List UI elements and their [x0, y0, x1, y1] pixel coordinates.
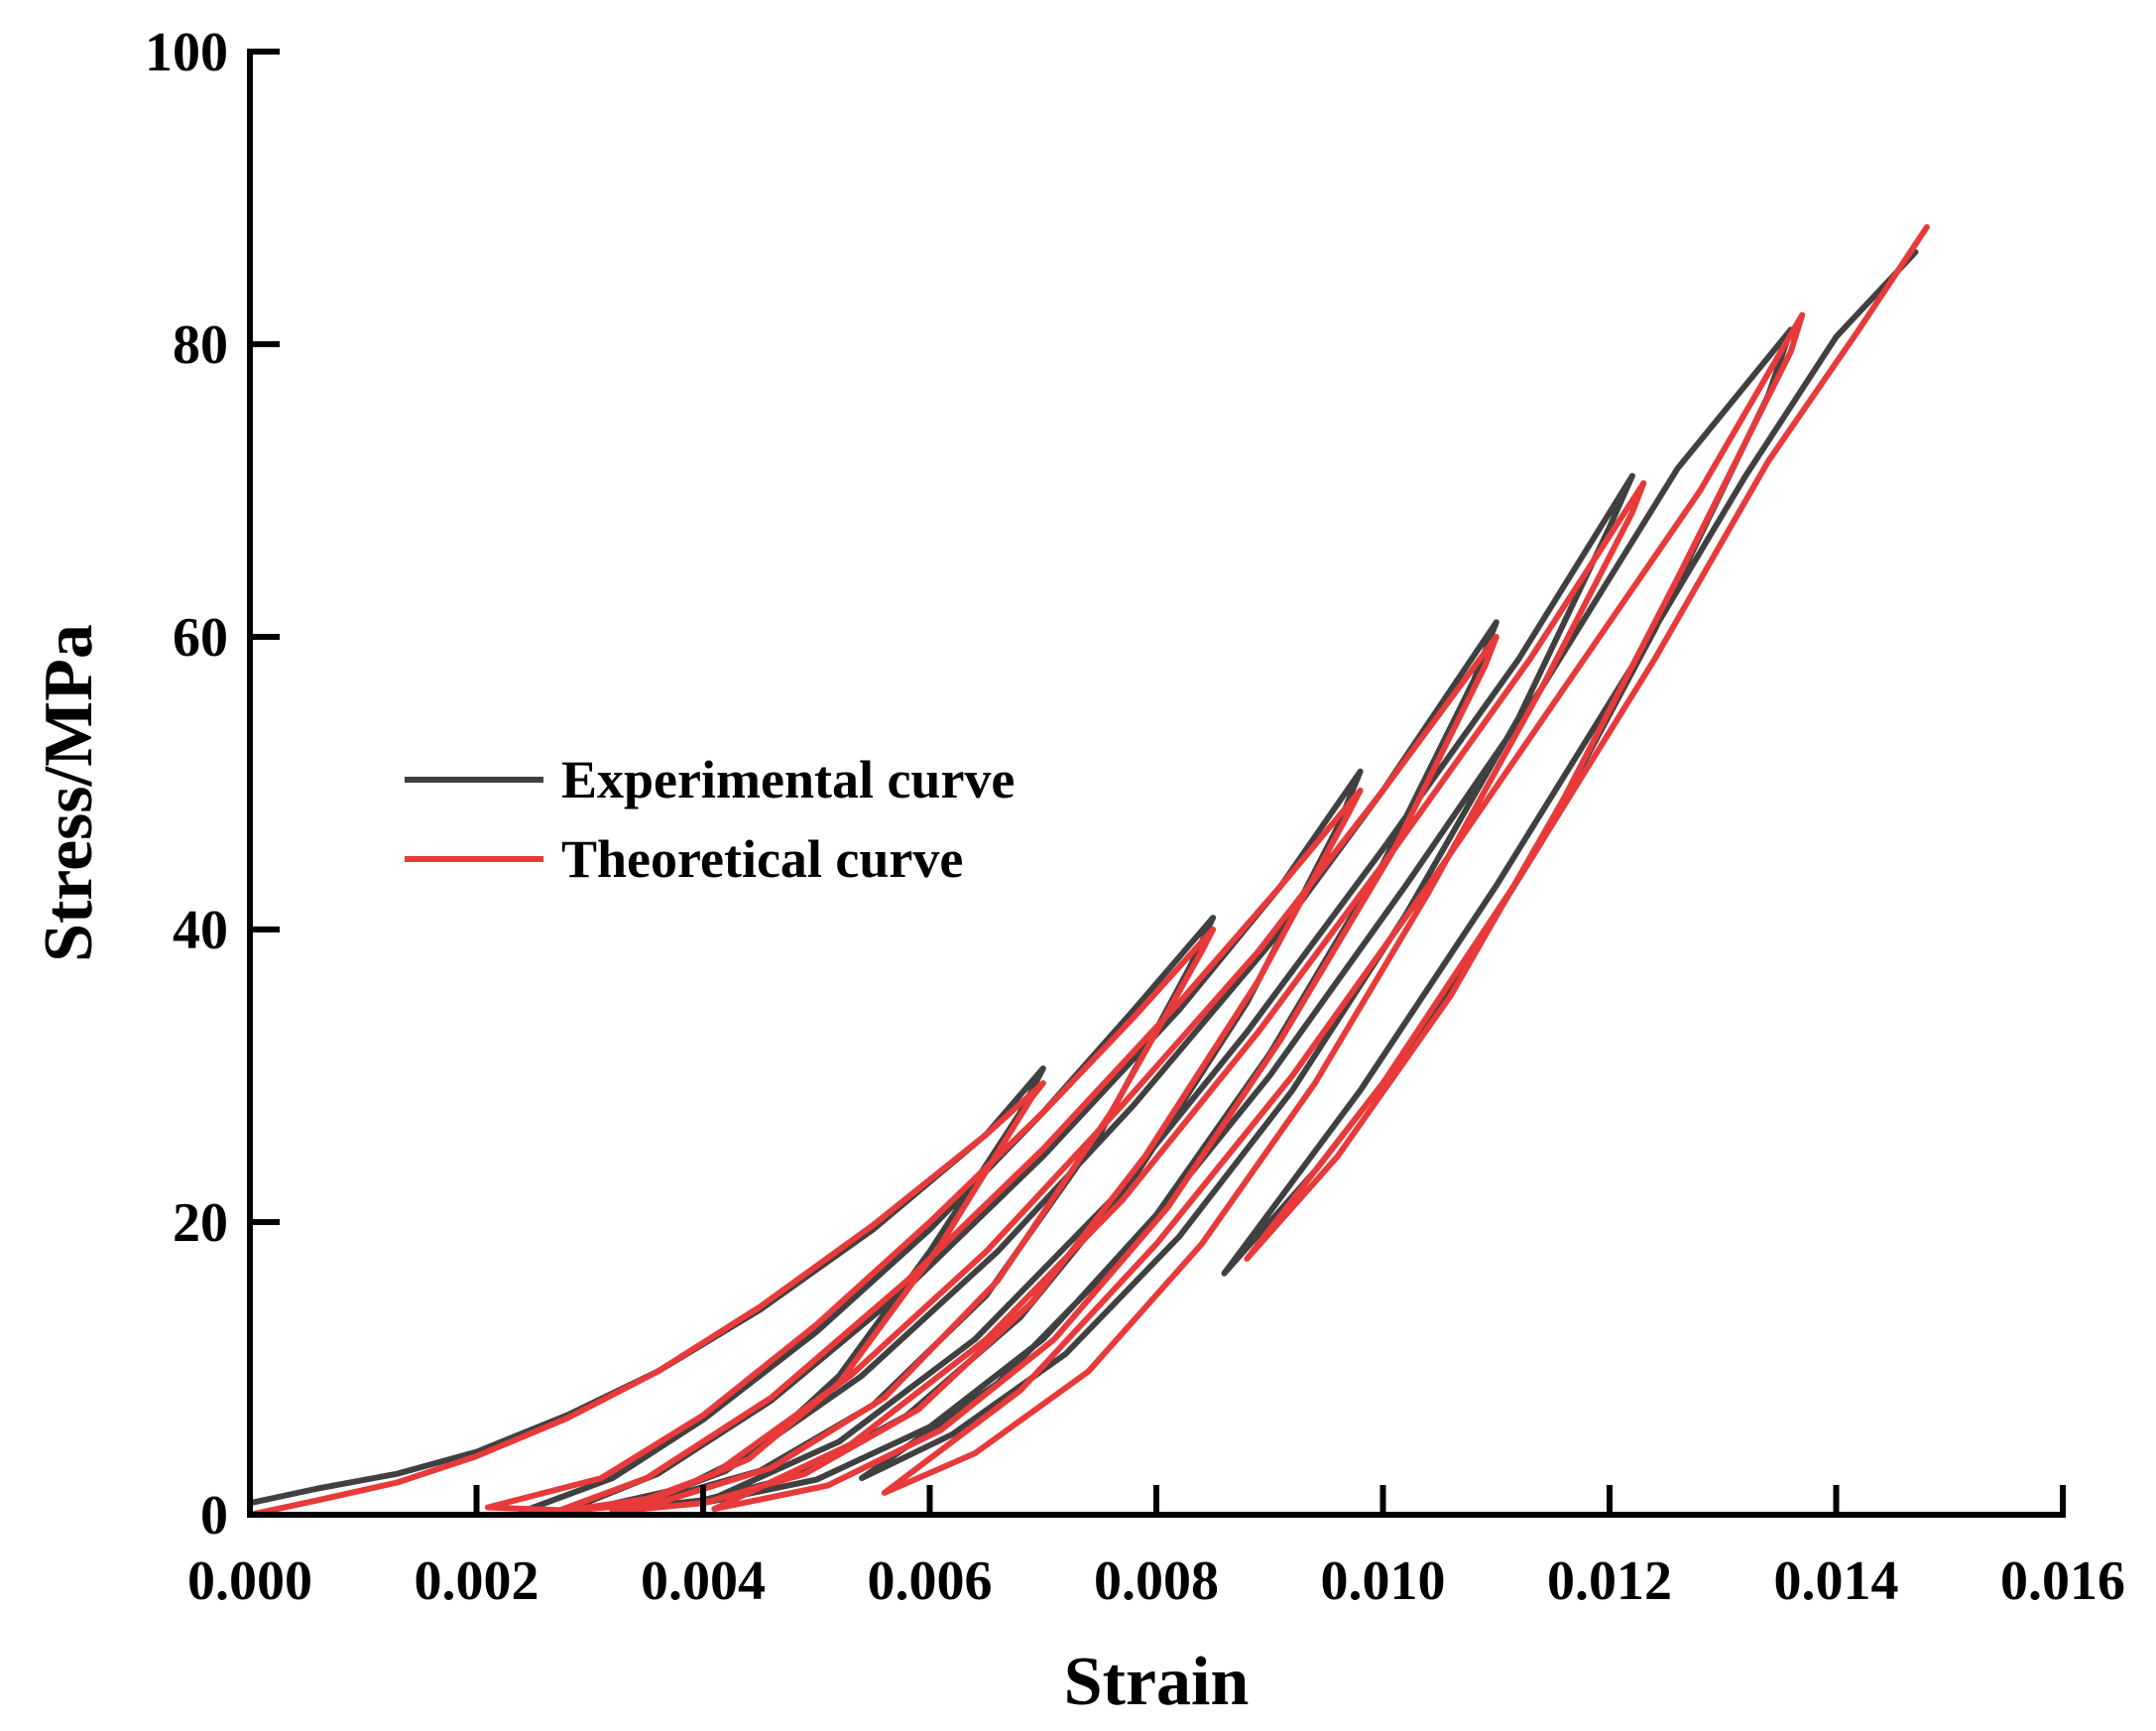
legend-label-theoretical: Theoretical curve — [561, 829, 963, 889]
x-axis-ticks: 0.000 0.002 0.004 0.006 0.008 0.010 0.012 0.014… — [187, 1485, 2125, 1612]
y-tick-label: 80 — [173, 314, 228, 376]
y-tick-label: 60 — [173, 607, 228, 669]
x-tick-label: 0.008 — [1094, 1550, 1219, 1612]
x-tick-label: 0.002 — [415, 1550, 539, 1612]
plot-series — [247, 224, 1930, 1518]
y-tick-label: 40 — [173, 900, 228, 961]
x-tick-label: 0.006 — [868, 1550, 993, 1612]
series-line-theoretical — [247, 224, 1930, 1518]
x-tick-label: 0.012 — [1547, 1550, 1672, 1612]
axes: 0.000 0.002 0.004 0.006 0.008 0.010 0.012 0.014… — [145, 22, 2125, 1612]
x-tick-label: 0.004 — [641, 1550, 766, 1612]
x-tick-label: 0.000 — [187, 1550, 312, 1612]
x-tick-label: 0.016 — [2000, 1550, 2125, 1612]
y-axis-title: Stress/MPa — [31, 624, 107, 962]
legend: Experimental curve Theoretical curve — [405, 750, 1015, 889]
y-tick-label: 100 — [145, 22, 228, 83]
y-tick-label: 20 — [173, 1192, 228, 1254]
x-tick-label: 0.014 — [1774, 1550, 1899, 1612]
legend-label-experimental: Experimental curve — [561, 750, 1015, 809]
y-tick-label: 0 — [200, 1485, 228, 1546]
x-tick-label: 0.010 — [1321, 1550, 1446, 1612]
x-axis-title: Strain — [1064, 1644, 1250, 1720]
y-axis-ticks: 0 20 40 60 80 100 — [145, 22, 280, 1546]
